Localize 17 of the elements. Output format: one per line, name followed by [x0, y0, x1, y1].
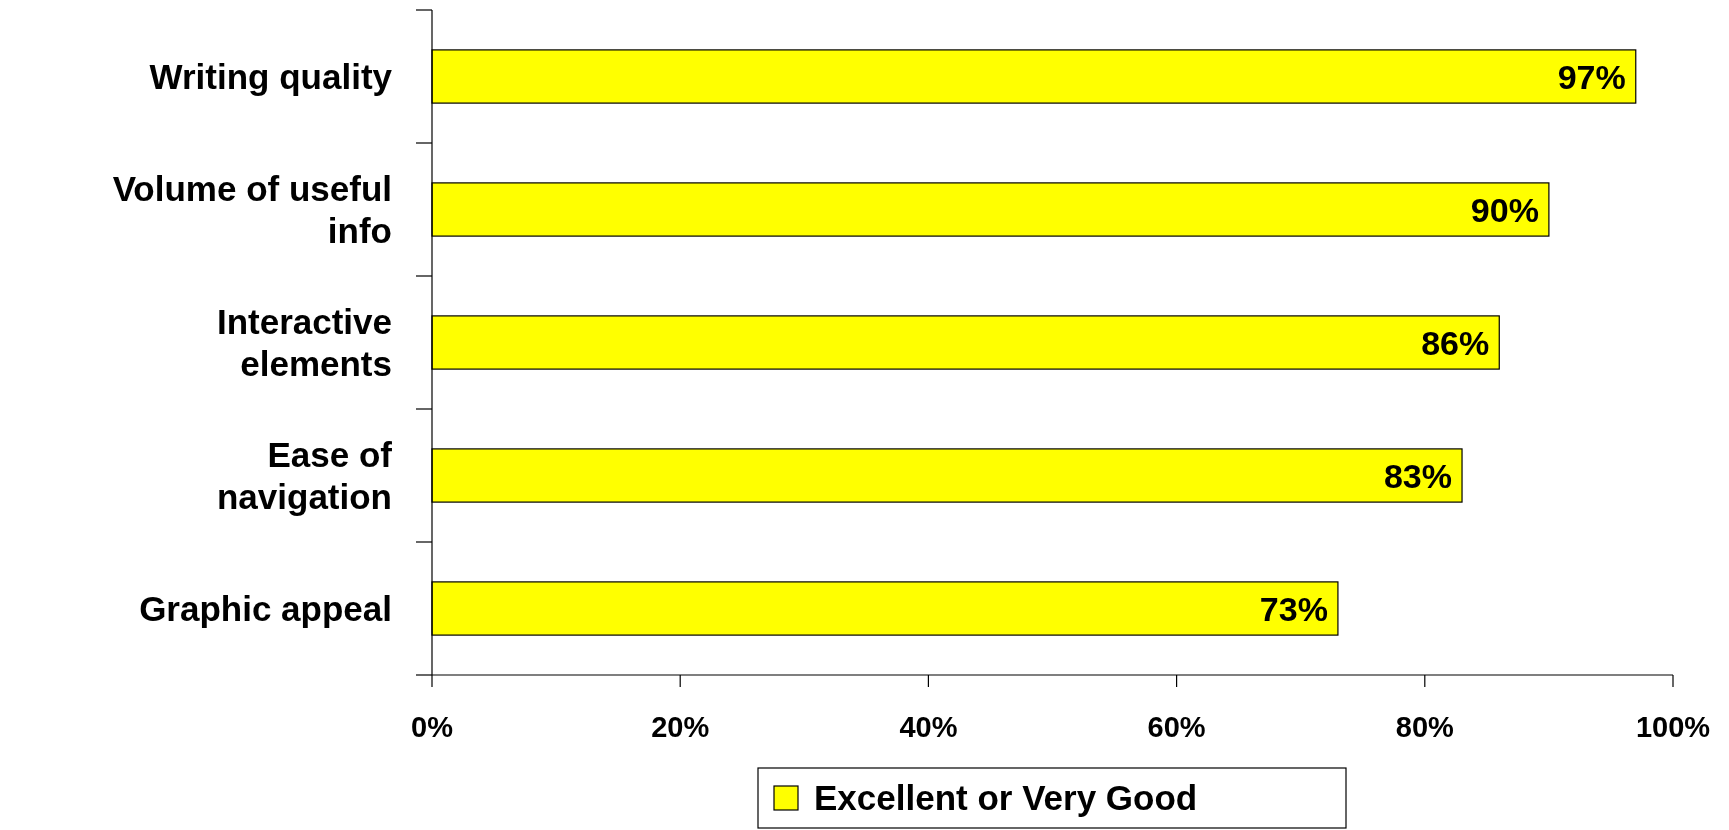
y-tick-label: Volume of useful info	[112, 168, 392, 250]
x-tick-label: 40%	[899, 711, 958, 743]
x-tick-label: 0%	[411, 711, 454, 743]
x-tick-label: 80%	[1395, 711, 1455, 743]
y-tick-label: Writing quality	[149, 56, 393, 96]
y-tick-label: Graphic appeal	[139, 588, 392, 628]
x-tick-label: 100%	[1635, 711, 1711, 743]
data-label: 90%	[1470, 190, 1539, 229]
data-label: 83%	[1383, 456, 1453, 495]
x-tick-label: 60%	[1147, 711, 1206, 743]
y-tick-label: Ease of navigation	[216, 434, 393, 516]
data-label: 86%	[1421, 323, 1490, 362]
data-label: 97%	[1557, 57, 1626, 96]
legend-label: Excellent or Very Good	[814, 778, 1198, 817]
x-tick-label: 20%	[651, 711, 710, 743]
y-tick-label: Interactive elements	[216, 301, 392, 383]
data-label: 73%	[1259, 589, 1328, 628]
